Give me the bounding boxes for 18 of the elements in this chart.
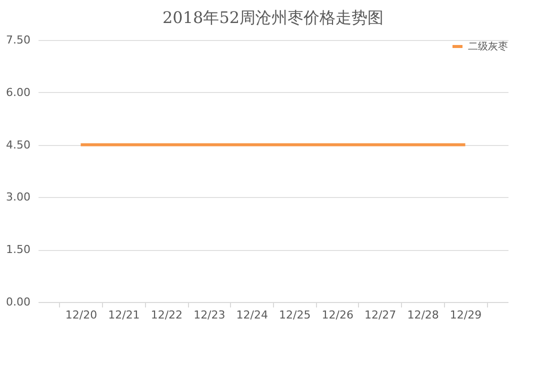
y-tick-label: 6.00 <box>6 86 30 99</box>
x-tick-label: 12/29 <box>450 308 482 322</box>
y-tick-label: 1.50 <box>6 243 30 256</box>
x-tick-label: 12/20 <box>65 308 98 322</box>
x-tick-label: 12/25 <box>279 308 311 322</box>
y-tick-label: 7.50 <box>6 34 30 46</box>
x-tick-label: 12/24 <box>236 308 268 322</box>
x-tick-label: 12/26 <box>322 308 354 322</box>
x-tick-label: 12/27 <box>364 308 396 322</box>
y-tick-label: 4.50 <box>6 138 30 152</box>
x-tick-label: 12/22 <box>150 308 183 322</box>
x-tick-label: 12/28 <box>407 308 439 322</box>
legend-label: 二级灰枣 <box>468 40 508 52</box>
y-tick-label: 3.00 <box>6 190 30 204</box>
x-tick-label: 12/23 <box>194 308 226 322</box>
x-tick-label: 12/21 <box>108 308 140 322</box>
chart-title: 2018年52周沧州枣价格走势图 <box>162 8 384 27</box>
y-tick-label: 0.00 <box>6 296 30 308</box>
